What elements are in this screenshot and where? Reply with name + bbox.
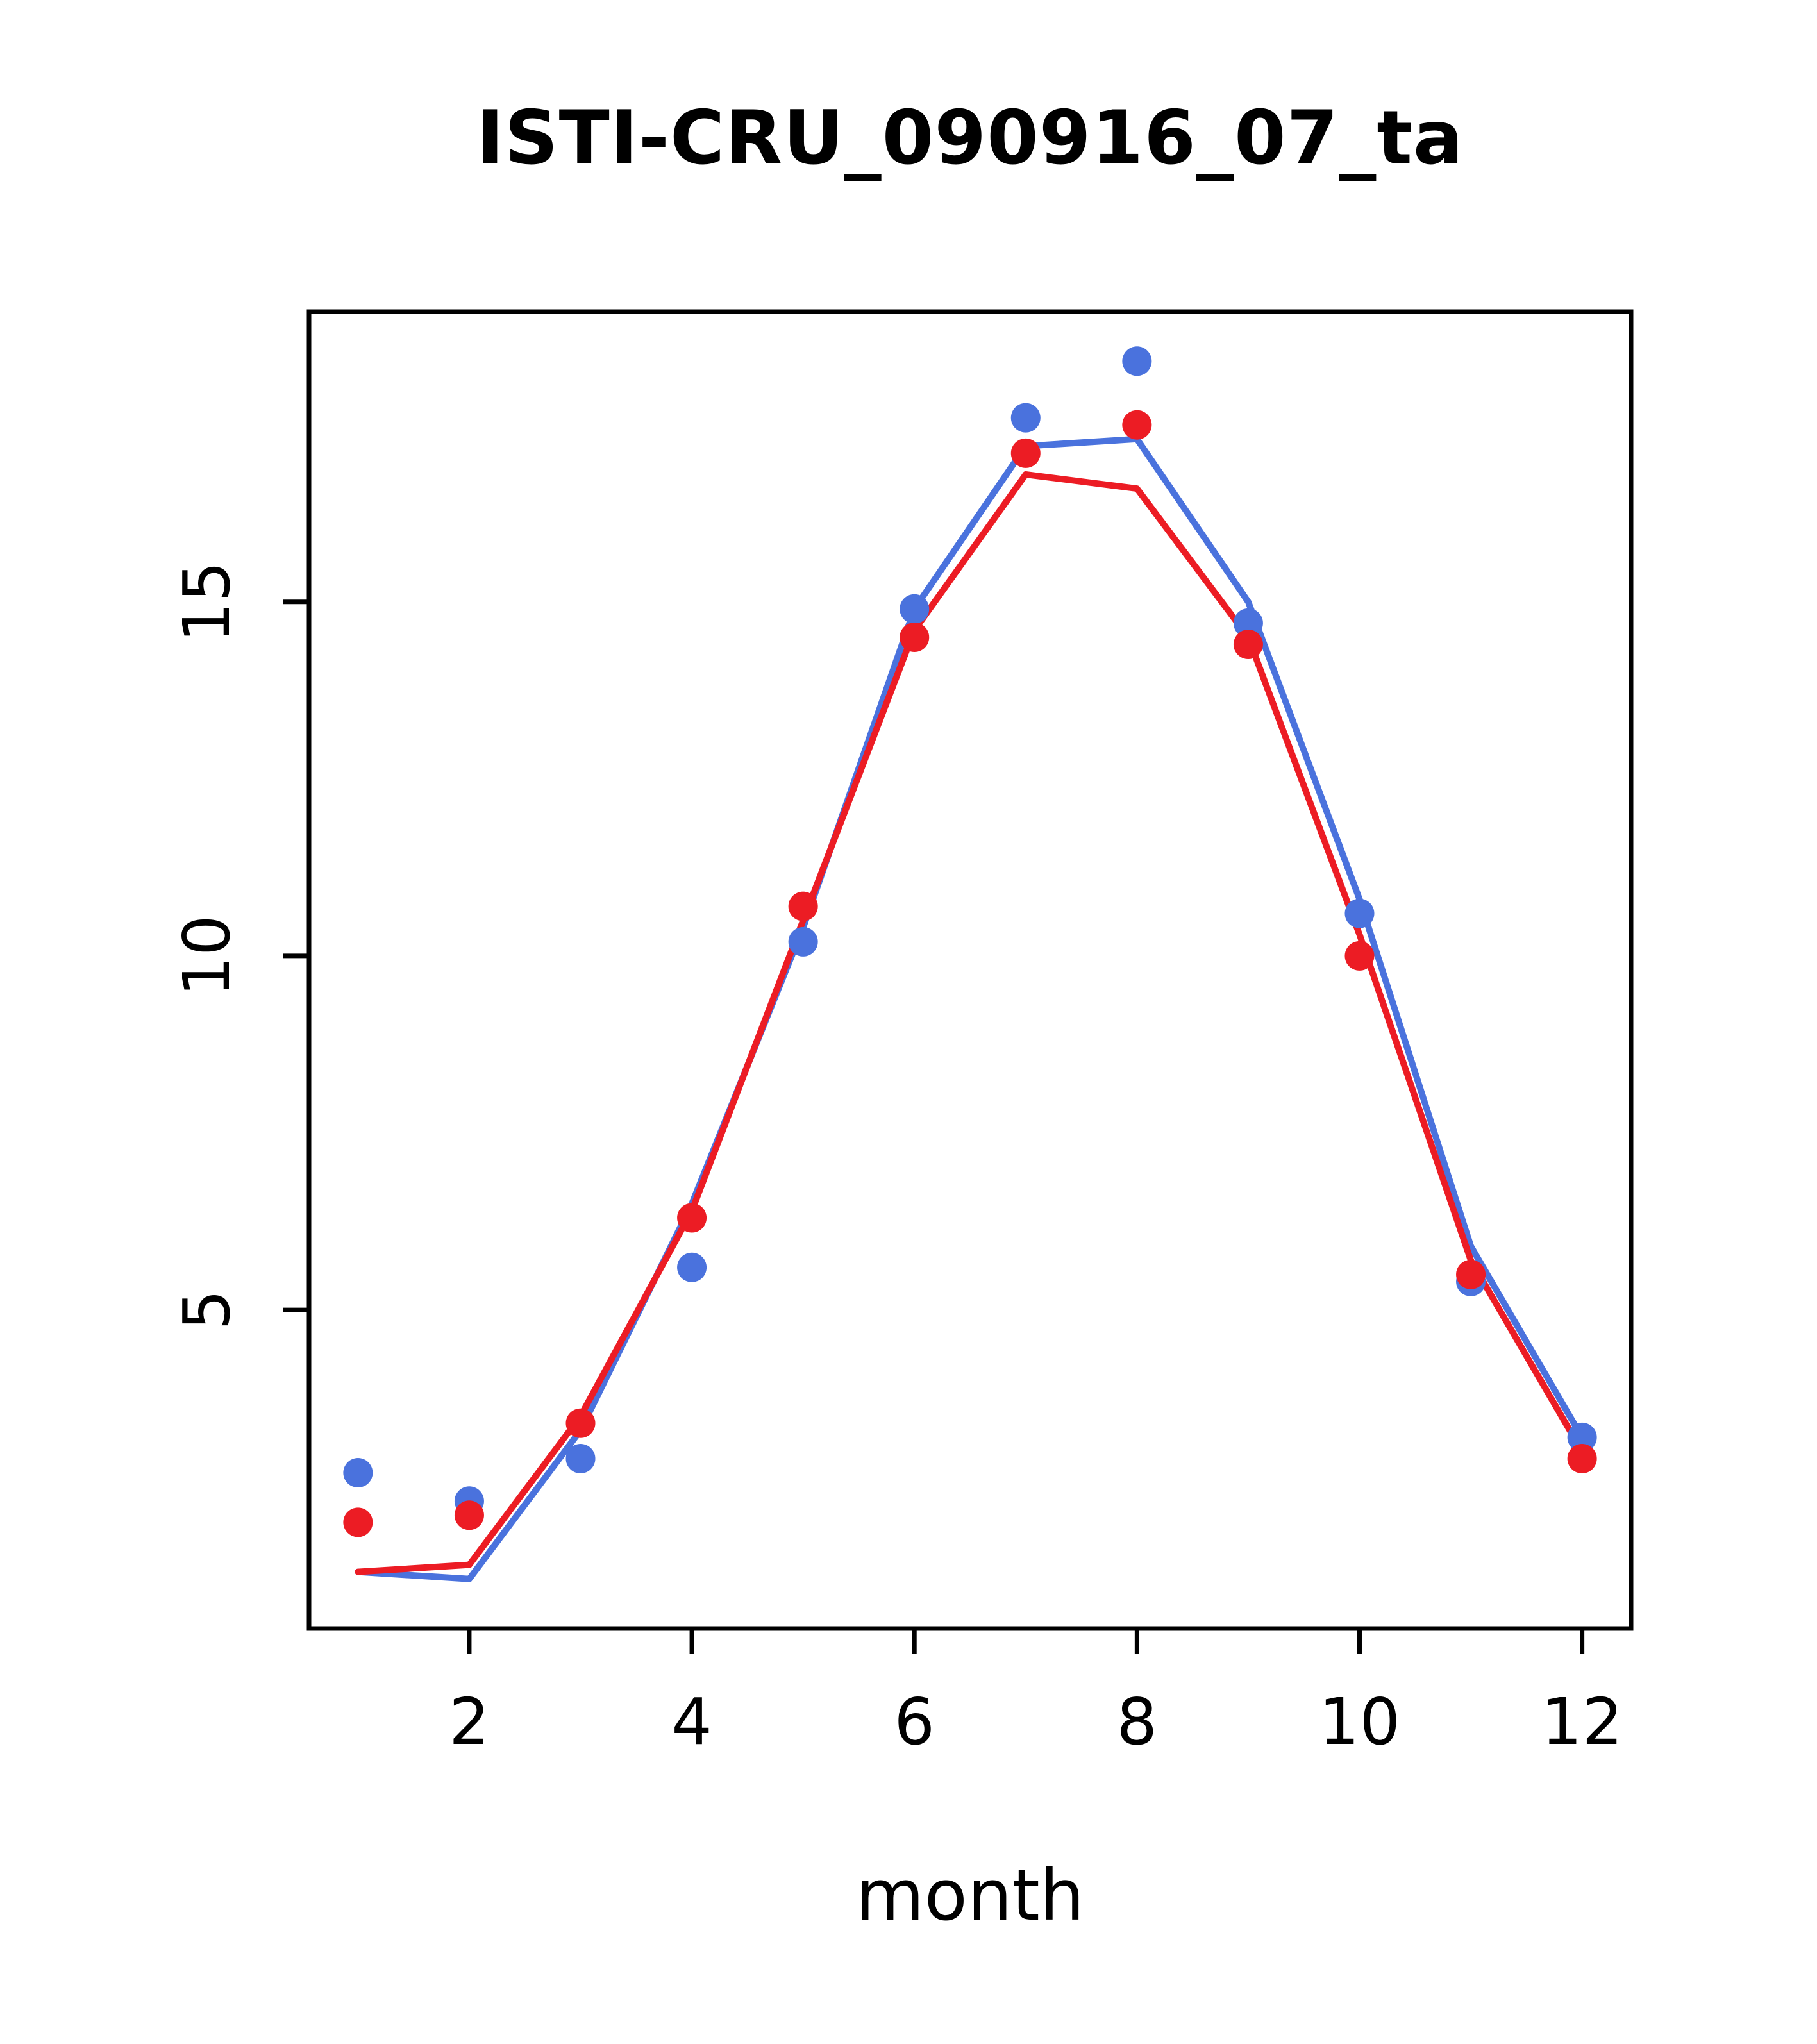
red-points-marker <box>565 1408 596 1438</box>
red-points-marker <box>454 1500 484 1530</box>
red-points-marker <box>788 891 818 921</box>
x-tick-label: 12 <box>1541 1684 1623 1759</box>
x-tick-label: 8 <box>1117 1684 1158 1759</box>
blue-points-marker <box>677 1252 707 1282</box>
blue-points-marker <box>900 594 930 624</box>
red-points-marker <box>677 1203 707 1233</box>
blue-points-marker <box>343 1458 373 1488</box>
red-points-marker <box>900 622 930 652</box>
red-points-marker <box>1456 1259 1486 1289</box>
red-points-marker <box>1122 410 1152 440</box>
x-tick-label: 4 <box>671 1684 712 1759</box>
red-points-marker <box>343 1507 373 1537</box>
red-points-marker <box>1010 438 1041 468</box>
blue-points-marker <box>1344 898 1375 928</box>
axes: 2 4 6 8 10 12 5 10 15 <box>169 309 1634 1759</box>
y-tick-label: 5 <box>169 1289 244 1330</box>
red-points-marker <box>1567 1443 1597 1473</box>
blue-points-marker <box>1010 403 1041 433</box>
blue-points-marker <box>565 1443 596 1473</box>
x-tick-label: 10 <box>1319 1684 1400 1759</box>
plot-box <box>306 309 1634 1631</box>
red-line <box>355 471 1586 1575</box>
blue-points-marker <box>1233 608 1263 638</box>
red-points-marker <box>1233 630 1263 660</box>
blue-line <box>355 435 1586 1582</box>
blue-points-marker <box>1122 346 1152 376</box>
x-tick-label: 6 <box>894 1684 935 1759</box>
series-layer <box>343 346 1597 1582</box>
x-tick-label: 2 <box>449 1684 490 1759</box>
red-points-marker <box>1344 941 1375 971</box>
y-tick-label: 15 <box>169 561 244 642</box>
chart-title: ISTI-CRU_090916_07_ta <box>476 95 1464 181</box>
x-axis-label: month <box>855 1854 1085 1936</box>
y-tick-label: 10 <box>169 915 244 996</box>
blue-points-marker <box>1567 1422 1597 1452</box>
blue-points-marker <box>788 926 818 957</box>
